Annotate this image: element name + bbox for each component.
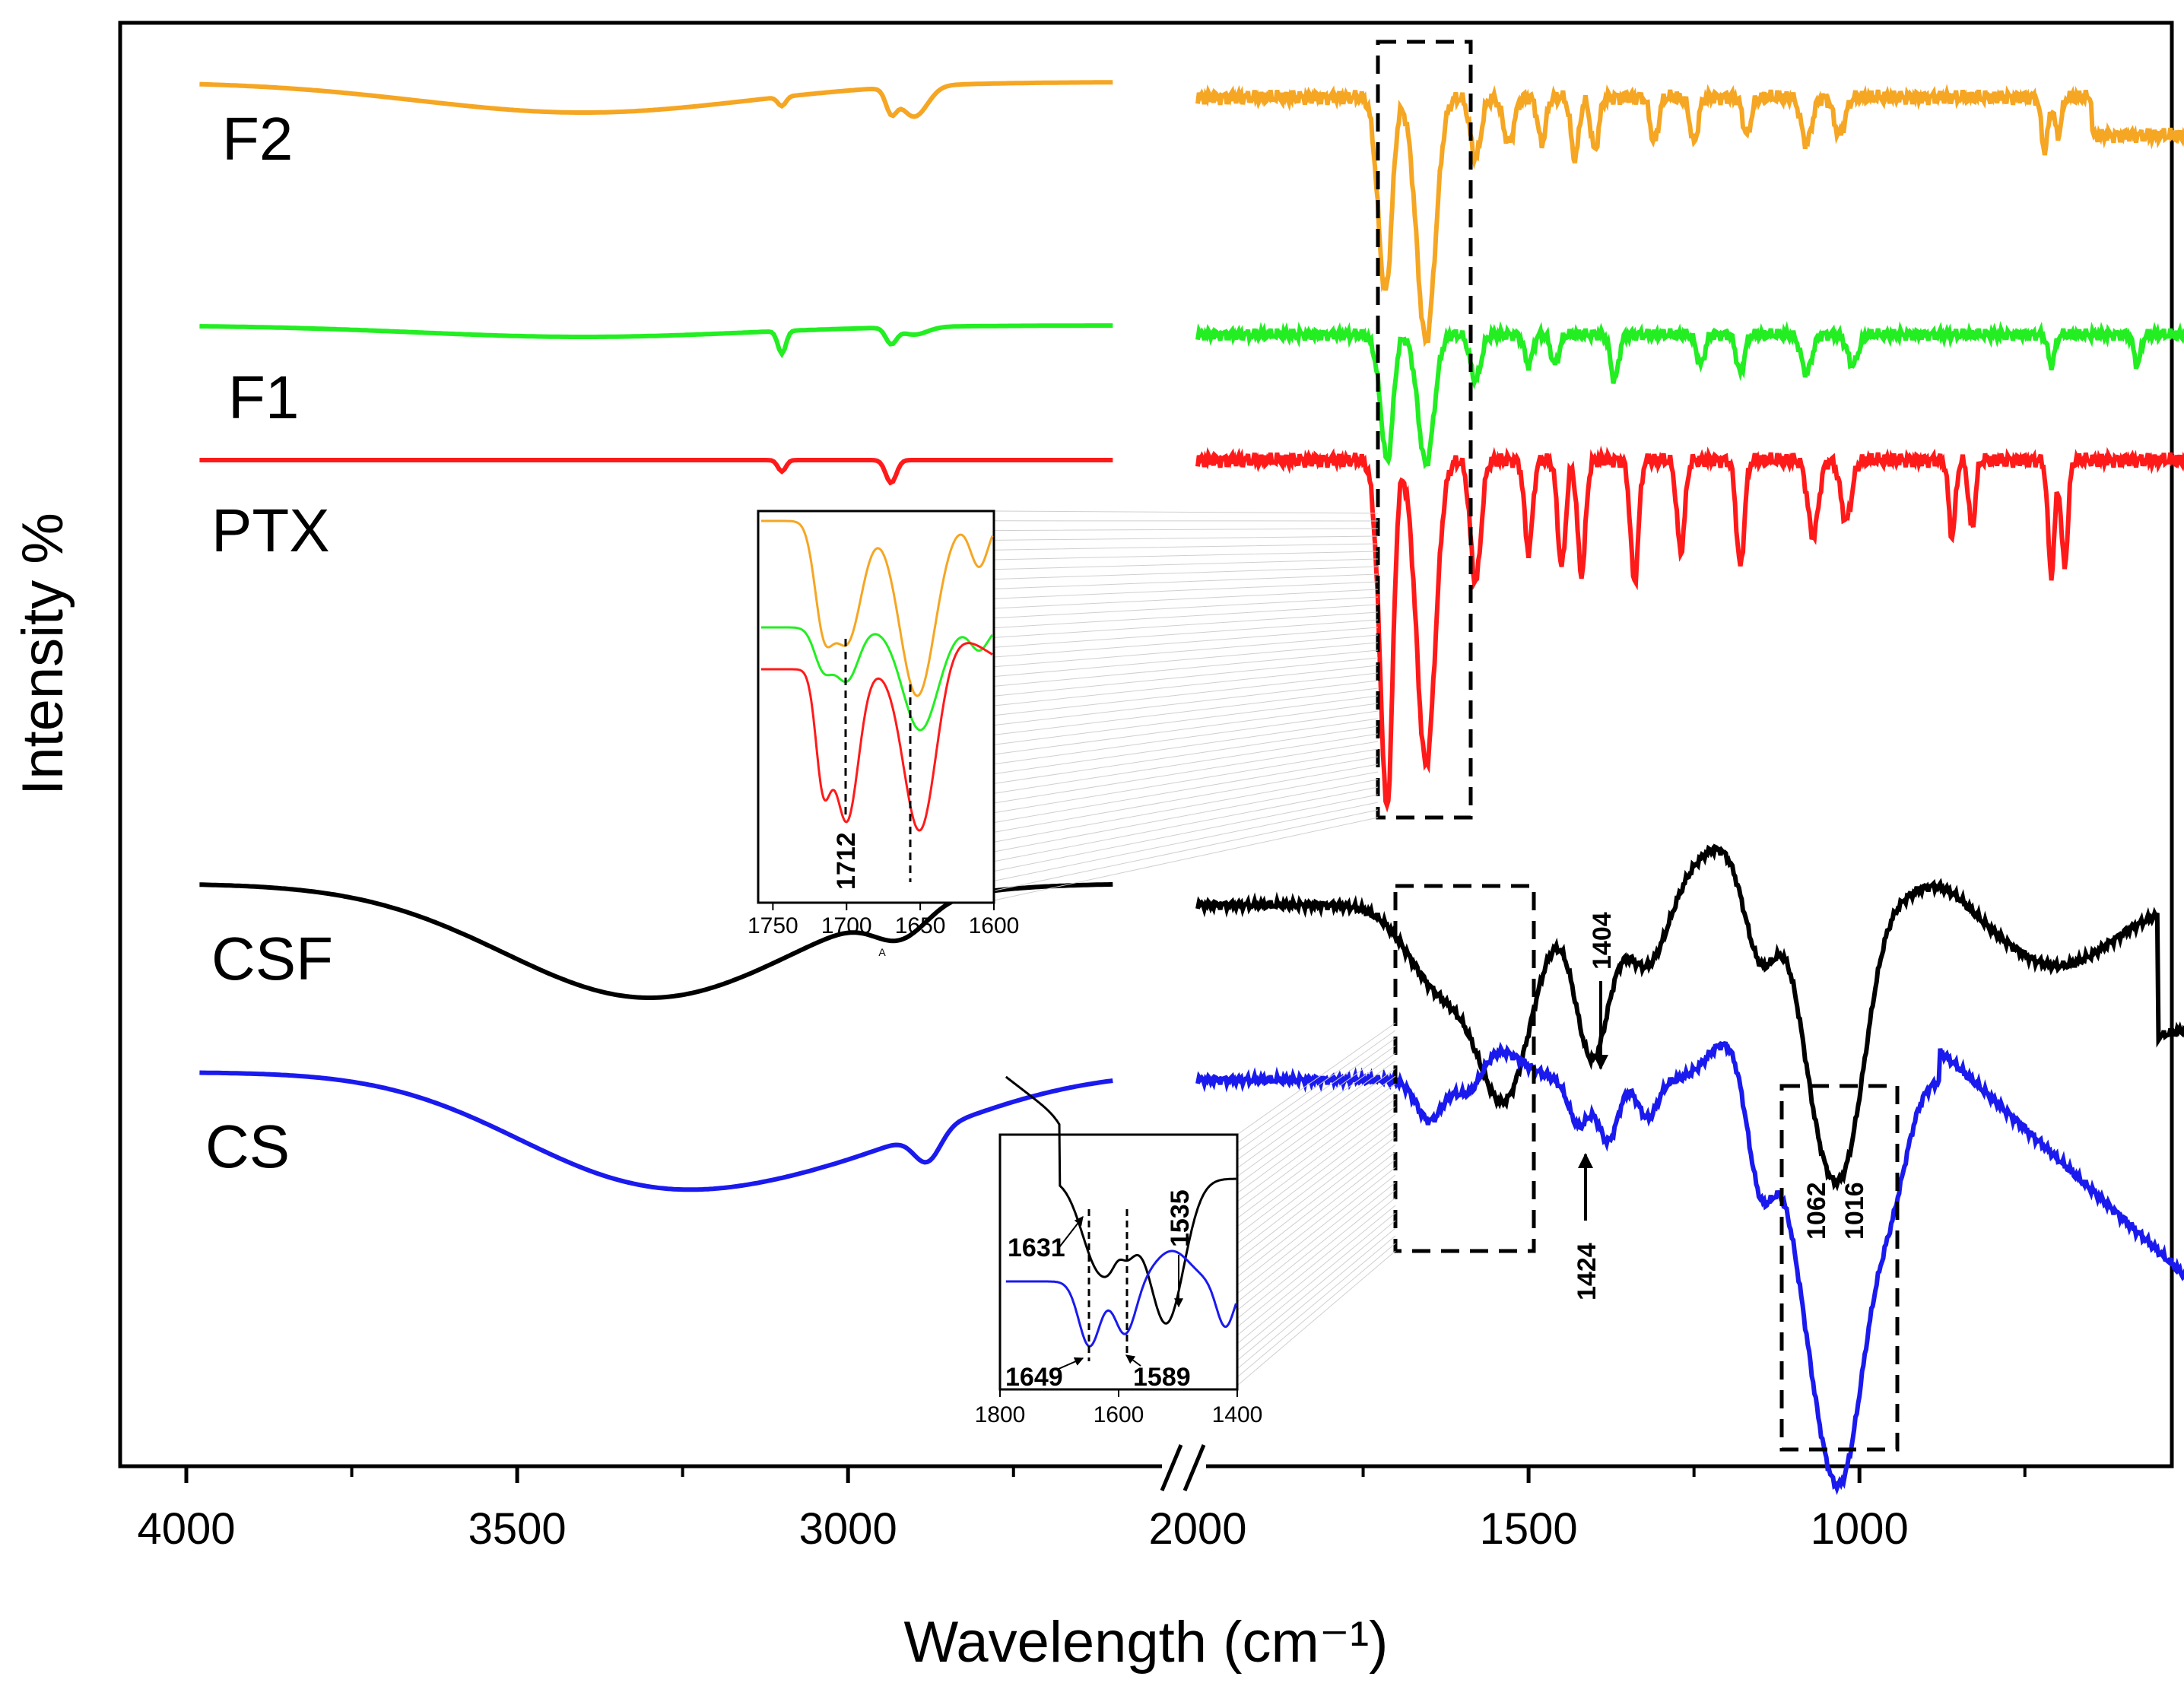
inset2-ann-1631: 1631	[1008, 1234, 1065, 1262]
inset2-series-cs	[1005, 1249, 1237, 1348]
zoom-guides	[993, 510, 1396, 1386]
inset-amide: 1800 1600 1400 1631 1535 1649 1589	[975, 1075, 1263, 1427]
inset2-series-csf	[1005, 1075, 1236, 1325]
axis-break	[1160, 1444, 1206, 1491]
inset2-ann-1589: 1589	[1133, 1363, 1191, 1392]
label-cs: CS	[205, 1113, 290, 1180]
series-cs-low	[1195, 1040, 2184, 1496]
x-tick-label-2000: 2000	[1148, 1504, 1246, 1554]
x-axis-ticks: 4000 3500 3000 2000 1500 1000	[137, 1466, 2027, 1554]
series-f2-low	[1195, 84, 2184, 348]
label-csf: CSF	[211, 925, 333, 992]
inset1-tick-label-1700: 1700	[821, 913, 872, 938]
x-tick-label-4000: 4000	[137, 1504, 235, 1554]
inset1-series-f2	[760, 519, 994, 697]
series-csf-low	[1195, 843, 2184, 1192]
ann-1062: 1062	[1802, 1182, 1831, 1240]
x-tick-label-1000: 1000	[1811, 1504, 1909, 1554]
box-cs-amide	[1393, 884, 1536, 1253]
series-ptx-low	[1195, 445, 2184, 813]
label-ptx: PTX	[211, 497, 330, 564]
label-f1: F1	[228, 364, 299, 431]
inset1-ann-1712: 1712	[832, 832, 861, 890]
inset1-tick-label-1750: 1750	[748, 913, 798, 938]
inset2-ann-1535: 1535	[1166, 1189, 1195, 1247]
inset2-ann-1649: 1649	[1005, 1363, 1063, 1392]
x-tick-label-1500: 1500	[1480, 1504, 1578, 1554]
box-ptx-carbonyl	[1376, 40, 1473, 820]
y-axis-title: Intensity %	[11, 513, 75, 795]
series-ptx-high	[199, 458, 1113, 486]
ann-1404: 1404	[1588, 912, 1617, 970]
inset1-tick-label-1650: 1650	[895, 913, 946, 938]
inset1-series-ptx	[760, 642, 993, 832]
box-cs-ring	[1779, 1084, 1900, 1452]
inset2-tick-label-1400: 1400	[1212, 1402, 1263, 1427]
inset2-tick-label-1600: 1600	[1094, 1402, 1144, 1427]
ann-1016: 1016	[1840, 1182, 1869, 1240]
inset1-series-f1	[760, 626, 994, 732]
main-annotations: 1404 1424 1062 1016	[1573, 912, 1869, 1300]
series-f1-high	[199, 323, 1113, 359]
ann-1424: 1424	[1573, 1243, 1601, 1300]
x-tick-label-3500: 3500	[468, 1504, 567, 1554]
inset1-xlabel: A	[878, 946, 886, 958]
plot-frame	[118, 21, 2174, 1469]
x-axis-title: Wavelength (cm⁻¹)	[904, 1610, 1389, 1675]
inset1-tick-label-1600: 1600	[969, 913, 1020, 938]
x-tick-label-3000: 3000	[799, 1504, 897, 1554]
series-cs-high	[199, 1070, 1113, 1192]
series-f2-high	[199, 80, 1113, 119]
series-f1-low	[1195, 320, 2184, 470]
label-f2: F2	[222, 105, 293, 173]
inset-carbonyl: 1750 1700 1650 1600 1712 A	[748, 510, 1020, 958]
inset2-tick-label-1800: 1800	[975, 1402, 1026, 1427]
